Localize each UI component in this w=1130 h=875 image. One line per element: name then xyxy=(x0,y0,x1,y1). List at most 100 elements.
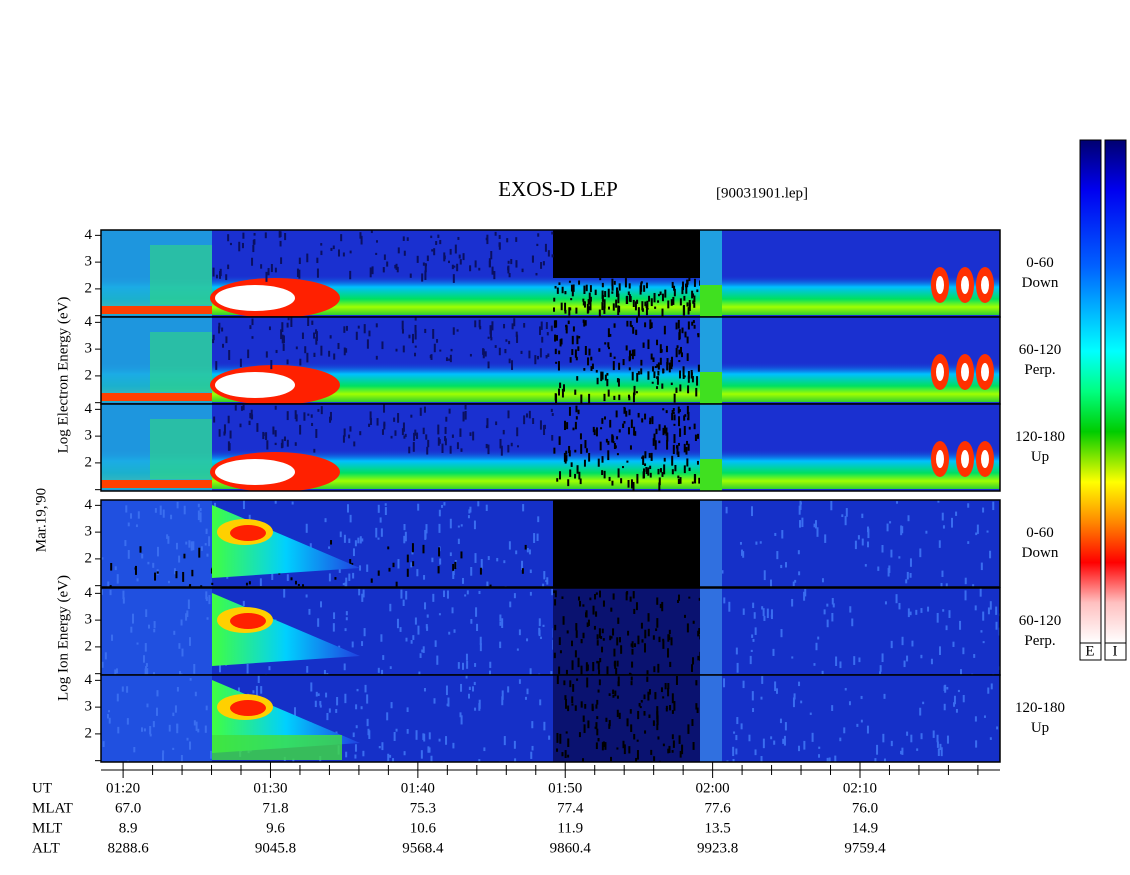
noise xyxy=(752,708,755,713)
dark-region xyxy=(553,675,700,762)
noise xyxy=(609,333,612,337)
noise xyxy=(656,339,659,346)
noise xyxy=(696,460,699,465)
noise xyxy=(616,695,619,699)
noise xyxy=(888,565,891,573)
noise xyxy=(657,468,660,475)
y-tick-label: 4 xyxy=(85,497,93,513)
noise xyxy=(733,731,736,734)
noise xyxy=(637,635,640,645)
noise xyxy=(554,334,557,342)
noise xyxy=(596,660,599,664)
noise xyxy=(580,701,583,708)
noise xyxy=(590,509,593,519)
noise xyxy=(264,232,267,239)
noise xyxy=(667,683,670,690)
noise xyxy=(749,655,752,665)
noise xyxy=(797,550,800,555)
noise xyxy=(658,440,661,444)
noise xyxy=(653,756,656,761)
noise xyxy=(942,609,945,612)
noise xyxy=(131,613,134,624)
noise xyxy=(556,732,559,743)
noise xyxy=(383,404,386,413)
noise xyxy=(648,714,651,719)
noise xyxy=(401,328,404,334)
noise xyxy=(536,533,539,541)
noise xyxy=(458,254,461,259)
noise xyxy=(937,748,940,757)
noise xyxy=(569,680,572,688)
noise xyxy=(641,301,644,311)
noise xyxy=(772,648,775,656)
noise xyxy=(671,734,674,740)
noise xyxy=(693,295,696,303)
noise xyxy=(605,510,608,513)
noise xyxy=(623,408,626,412)
noise xyxy=(673,423,676,426)
noise xyxy=(604,374,607,381)
noise xyxy=(139,546,142,553)
noise xyxy=(280,442,283,449)
noise xyxy=(599,657,602,663)
noise xyxy=(578,471,581,480)
ion-axis-label: Log Ion Energy (eV) xyxy=(55,575,71,701)
noise xyxy=(687,321,690,330)
noise xyxy=(126,718,129,725)
noise xyxy=(645,282,648,289)
noise xyxy=(383,423,386,430)
noise xyxy=(628,350,631,361)
noise xyxy=(583,301,586,308)
noise xyxy=(634,564,637,569)
noise xyxy=(818,754,821,758)
noise xyxy=(218,761,221,762)
noise xyxy=(633,608,636,614)
noise xyxy=(671,281,674,289)
noise xyxy=(426,626,429,631)
noise xyxy=(762,738,765,749)
noise xyxy=(145,609,148,618)
noise xyxy=(227,234,230,242)
noise xyxy=(739,541,742,545)
noise xyxy=(628,746,631,754)
noise xyxy=(683,443,686,453)
noise xyxy=(298,269,301,279)
noise xyxy=(799,500,802,510)
noise xyxy=(212,339,215,344)
noise xyxy=(406,568,409,577)
noise xyxy=(665,410,668,414)
noise xyxy=(448,358,451,361)
noise xyxy=(751,506,754,517)
noise xyxy=(681,744,684,755)
noise xyxy=(616,660,619,667)
noise xyxy=(736,662,739,673)
noise xyxy=(523,323,526,328)
hot-spot xyxy=(215,372,295,398)
noise xyxy=(295,346,298,350)
noise xyxy=(582,715,585,722)
noise xyxy=(680,352,683,358)
noise xyxy=(821,670,824,675)
noise xyxy=(424,264,427,267)
noise xyxy=(601,742,604,751)
noise xyxy=(595,704,598,709)
noise xyxy=(995,621,998,630)
hot-spot xyxy=(936,363,944,381)
noise xyxy=(556,675,559,685)
noise xyxy=(585,662,588,672)
noise xyxy=(570,462,573,467)
noise xyxy=(425,624,428,629)
noise xyxy=(569,509,572,519)
noise xyxy=(507,444,510,453)
noise xyxy=(395,728,398,732)
noise xyxy=(449,445,452,454)
noise xyxy=(647,628,650,637)
noise xyxy=(141,553,144,559)
file-name: [90031901.lep] xyxy=(716,185,808,201)
noise xyxy=(639,558,642,562)
noise xyxy=(488,260,491,268)
noise xyxy=(881,653,884,663)
noise xyxy=(618,283,621,291)
noise xyxy=(411,551,414,555)
noise xyxy=(268,666,271,671)
